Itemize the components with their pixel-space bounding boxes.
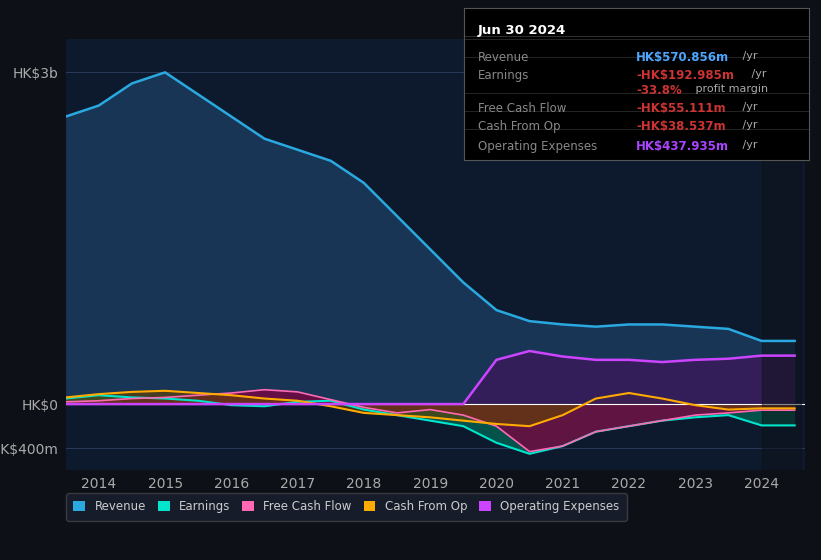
Text: /yr: /yr bbox=[739, 51, 757, 60]
Text: Jun 30 2024: Jun 30 2024 bbox=[478, 24, 566, 36]
Text: /yr: /yr bbox=[748, 69, 767, 79]
Text: Revenue: Revenue bbox=[478, 51, 529, 64]
Text: profit margin: profit margin bbox=[692, 84, 768, 94]
Text: -HK$38.537m: -HK$38.537m bbox=[636, 120, 726, 133]
Text: -33.8%: -33.8% bbox=[636, 84, 682, 97]
Legend: Revenue, Earnings, Free Cash Flow, Cash From Op, Operating Expenses: Revenue, Earnings, Free Cash Flow, Cash … bbox=[67, 493, 626, 521]
Text: /yr: /yr bbox=[739, 140, 757, 150]
Text: -HK$192.985m: -HK$192.985m bbox=[636, 69, 734, 82]
Text: HK$570.856m: HK$570.856m bbox=[636, 51, 729, 64]
Text: Earnings: Earnings bbox=[478, 69, 529, 82]
Text: /yr: /yr bbox=[739, 120, 757, 130]
Text: Cash From Op: Cash From Op bbox=[478, 120, 560, 133]
Bar bbox=[762, 39, 801, 470]
Text: /yr: /yr bbox=[739, 102, 757, 112]
Text: Free Cash Flow: Free Cash Flow bbox=[478, 102, 566, 115]
Text: -HK$55.111m: -HK$55.111m bbox=[636, 102, 726, 115]
Text: HK$437.935m: HK$437.935m bbox=[636, 140, 729, 153]
Text: Operating Expenses: Operating Expenses bbox=[478, 140, 597, 153]
